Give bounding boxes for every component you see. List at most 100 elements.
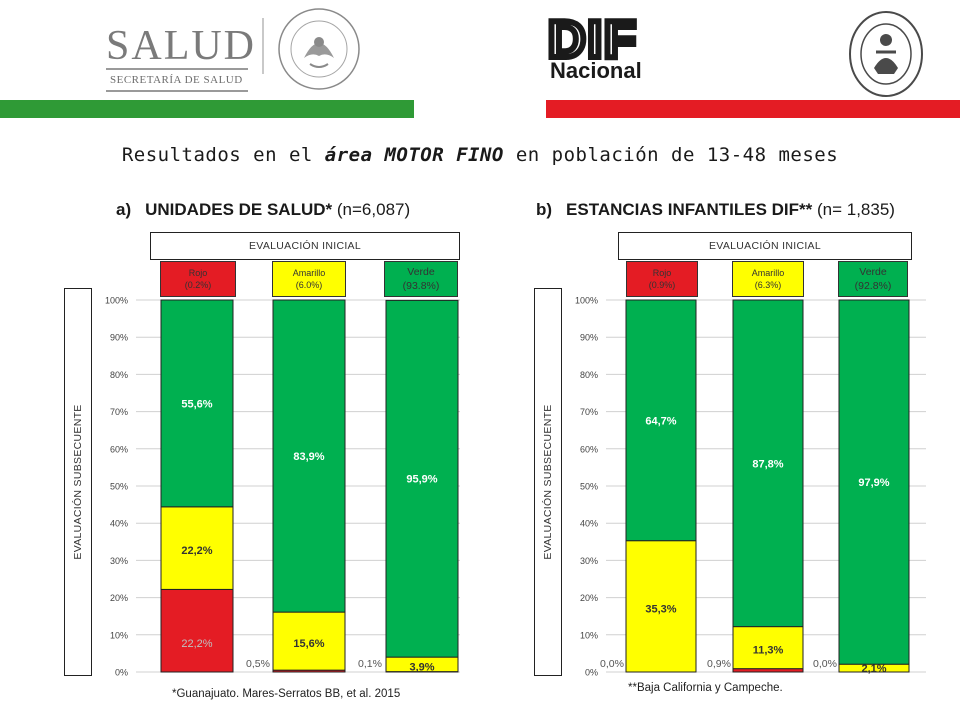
panel-b-subsequent-eval-header: EVALUACIÓN SUBSECUENTE	[534, 288, 562, 676]
y-tick-label: 50%	[580, 482, 598, 492]
data-label: 0,5%	[246, 658, 270, 670]
panel-a-category-verde: Verde (93.8%)	[384, 261, 458, 297]
bar-segment	[160, 588, 234, 673]
panel-b-footnote: **Baja California y Campeche.	[628, 682, 783, 694]
y-tick-label: 100%	[575, 296, 598, 306]
panel-b-sample-size: (n= 1,835)	[816, 200, 895, 219]
data-label: 0,0%	[813, 658, 837, 670]
bar-segment	[160, 506, 234, 590]
panel-a-initial-eval-header: EVALUACIÓN INICIAL	[150, 232, 460, 260]
category-pct: (93.8%)	[402, 280, 440, 292]
title-emphasis: área MOTOR FINO	[324, 144, 504, 166]
y-tick-label: 80%	[580, 370, 598, 380]
header-divider	[262, 18, 264, 74]
y-tick-label: 20%	[580, 593, 598, 603]
data-label: 64,7%	[645, 415, 676, 427]
data-label: 22,2%	[181, 545, 212, 557]
salud-logo-rule-bottom	[106, 90, 248, 92]
data-label: 22,2%	[181, 638, 212, 650]
y-tick-label: 30%	[110, 556, 128, 566]
category-name: Verde	[407, 266, 435, 278]
mexico-seal-logo	[274, 6, 364, 92]
dif-logo-text: DIF	[545, 8, 639, 72]
panel-a-sample-size: (n=6,087)	[336, 200, 411, 219]
data-label: 95,9%	[406, 474, 437, 486]
data-label: 87,8%	[752, 458, 783, 470]
panel-b-category-amarillo: Amarillo (6.3%)	[732, 261, 804, 297]
panel-b-label: b)	[536, 200, 553, 219]
data-label: 0,0%	[600, 658, 624, 670]
data-label: 83,9%	[293, 451, 324, 463]
bar-segment	[625, 299, 697, 542]
category-pct: (0.2%)	[184, 280, 212, 290]
y-tick-label: 20%	[110, 593, 128, 603]
header-accent-bar-red	[546, 100, 960, 118]
y-tick-label: 0%	[585, 668, 598, 678]
y-tick-label: 10%	[110, 630, 128, 640]
y-tick-label: 30%	[580, 556, 598, 566]
category-name: Rojo	[188, 268, 208, 278]
category-name: Amarillo	[751, 268, 785, 278]
data-label: 55,6%	[181, 398, 212, 410]
hospital-logo	[846, 8, 926, 100]
panel-a-category-amarillo: Amarillo (6.0%)	[272, 261, 346, 297]
title-suffix: en población de 13-48 meses	[503, 144, 839, 166]
category-pct: (6.3%)	[754, 280, 782, 290]
salud-logo-subtext: SECRETARÍA DE SALUD	[110, 74, 243, 86]
data-label: 0,1%	[358, 658, 382, 670]
category-pct: (92.8%)	[854, 280, 892, 292]
panel-b-category-verde: Verde (92.8%)	[838, 261, 908, 297]
panel-a-subsequent-eval-header: EVALUACIÓN SUBSECUENTE	[64, 288, 92, 676]
category-name: Amarillo	[292, 268, 326, 278]
y-tick-label: 60%	[110, 444, 128, 454]
bar-segment	[160, 299, 234, 508]
panel-a-title: a) UNIDADES DE SALUD* (n=6,087)	[116, 200, 410, 220]
data-label: 2,1%	[861, 663, 886, 675]
bar-segment	[732, 299, 804, 628]
y-tick-label: 40%	[110, 519, 128, 529]
panel-b-heading: ESTANCIAS INFANTILES DIF**	[566, 200, 813, 219]
bar-segment	[272, 611, 346, 671]
y-tick-label: 70%	[580, 407, 598, 417]
y-tick-label: 80%	[110, 370, 128, 380]
y-tick-label: 0%	[115, 668, 128, 678]
category-pct: (6.0%)	[295, 280, 323, 290]
category-name: Verde	[859, 266, 887, 278]
panel-b-title: b) ESTANCIAS INFANTILES DIF** (n= 1,835)	[536, 200, 895, 220]
bar-segment	[732, 626, 804, 670]
panel-b-initial-eval-header: EVALUACIÓN INICIAL	[618, 232, 912, 260]
y-tick-label: 70%	[110, 407, 128, 417]
y-tick-label: 60%	[580, 444, 598, 454]
category-pct: (0.9%)	[648, 280, 676, 290]
page-title: Resultados en el área MOTOR FINO en pobl…	[0, 144, 960, 166]
data-label: 15,6%	[293, 638, 324, 650]
panel-a-label: a)	[116, 200, 132, 219]
y-tick-label: 90%	[110, 333, 128, 343]
data-label: 11,3%	[753, 645, 784, 657]
title-prefix: Resultados en el	[121, 144, 325, 166]
y-tick-label: 40%	[580, 519, 598, 529]
bar-segment	[385, 299, 459, 658]
panel-a-category-rojo: Rojo (0.2%)	[160, 261, 236, 297]
panel-a-heading: UNIDADES DE SALUD*	[145, 200, 333, 219]
panel-a-footnote: *Guanajuato. Mares-Serratos BB, et al. 2…	[172, 688, 401, 700]
dif-logo: DIF Nacional	[545, 8, 664, 86]
data-label: 0,9%	[707, 658, 731, 670]
salud-logo: SALUD SECRETARÍA DE SALUD	[92, 14, 262, 92]
bar-segment	[625, 540, 697, 673]
header-accent-bar-green	[0, 100, 414, 118]
bar-segment	[272, 299, 346, 613]
salud-logo-rule	[106, 68, 248, 70]
data-label: 97,9%	[858, 477, 889, 489]
y-tick-label: 90%	[580, 333, 598, 343]
y-tick-label: 50%	[110, 482, 128, 492]
y-tick-label: 100%	[105, 296, 128, 306]
y-tick-label: 10%	[580, 630, 598, 640]
data-label: 3,9%	[409, 661, 434, 673]
salud-logo-text: SALUD	[106, 23, 257, 69]
bar-segment	[838, 299, 910, 665]
dif-logo-subtext: Nacional	[550, 58, 642, 83]
data-label: 35,3%	[645, 603, 676, 615]
